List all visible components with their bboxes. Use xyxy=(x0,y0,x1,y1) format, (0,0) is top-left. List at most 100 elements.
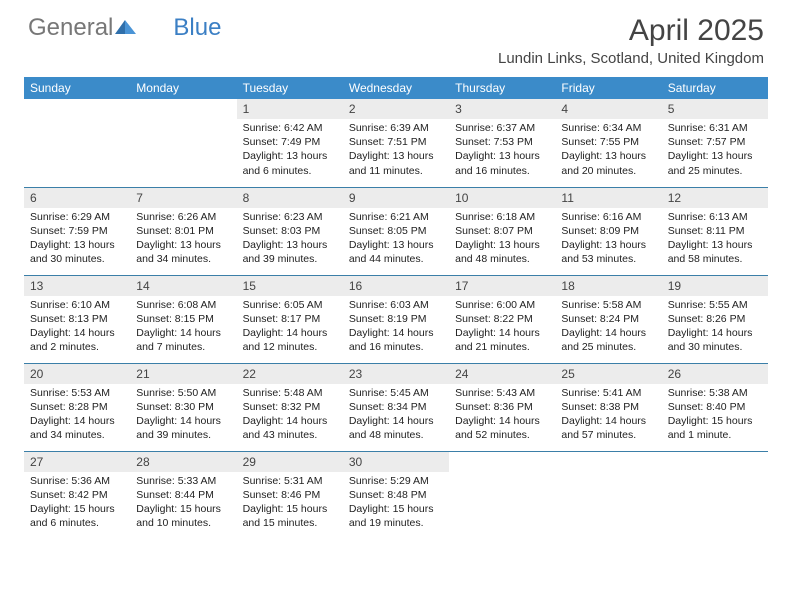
calendar-week-row: 13Sunrise: 6:10 AMSunset: 8:13 PMDayligh… xyxy=(24,275,768,363)
day-number: 6 xyxy=(24,188,130,208)
calendar-day-cell: 14Sunrise: 6:08 AMSunset: 8:15 PMDayligh… xyxy=(130,275,236,363)
calendar-day-cell: 6Sunrise: 6:29 AMSunset: 7:59 PMDaylight… xyxy=(24,187,130,275)
calendar-week-row: 6Sunrise: 6:29 AMSunset: 7:59 PMDaylight… xyxy=(24,187,768,275)
day-number: 8 xyxy=(237,188,343,208)
day-header: Friday xyxy=(555,77,661,99)
day-details: Sunrise: 5:43 AMSunset: 8:36 PMDaylight:… xyxy=(449,384,555,447)
day-number: 30 xyxy=(343,452,449,472)
calendar-day-cell: 12Sunrise: 6:13 AMSunset: 8:11 PMDayligh… xyxy=(662,187,768,275)
day-number: 12 xyxy=(662,188,768,208)
calendar-day-cell: 4Sunrise: 6:34 AMSunset: 7:55 PMDaylight… xyxy=(555,99,661,187)
day-details: Sunrise: 5:50 AMSunset: 8:30 PMDaylight:… xyxy=(130,384,236,447)
day-details: Sunrise: 6:31 AMSunset: 7:57 PMDaylight:… xyxy=(662,119,768,182)
day-details: Sunrise: 6:08 AMSunset: 8:15 PMDaylight:… xyxy=(130,296,236,359)
day-details: Sunrise: 6:26 AMSunset: 8:01 PMDaylight:… xyxy=(130,208,236,271)
calendar-day-cell: 23Sunrise: 5:45 AMSunset: 8:34 PMDayligh… xyxy=(343,363,449,451)
day-number: 19 xyxy=(662,276,768,296)
day-details: Sunrise: 5:38 AMSunset: 8:40 PMDaylight:… xyxy=(662,384,768,447)
day-number: 2 xyxy=(343,99,449,119)
day-number: 27 xyxy=(24,452,130,472)
day-details: Sunrise: 6:37 AMSunset: 7:53 PMDaylight:… xyxy=(449,119,555,182)
day-details: Sunrise: 6:16 AMSunset: 8:09 PMDaylight:… xyxy=(555,208,661,271)
day-details: Sunrise: 5:48 AMSunset: 8:32 PMDaylight:… xyxy=(237,384,343,447)
calendar-day-cell: 18Sunrise: 5:58 AMSunset: 8:24 PMDayligh… xyxy=(555,275,661,363)
day-details: Sunrise: 5:55 AMSunset: 8:26 PMDaylight:… xyxy=(662,296,768,359)
day-details: Sunrise: 6:05 AMSunset: 8:17 PMDaylight:… xyxy=(237,296,343,359)
calendar-day-cell: 22Sunrise: 5:48 AMSunset: 8:32 PMDayligh… xyxy=(237,363,343,451)
day-details: Sunrise: 6:00 AMSunset: 8:22 PMDaylight:… xyxy=(449,296,555,359)
calendar-day-cell: 28Sunrise: 5:33 AMSunset: 8:44 PMDayligh… xyxy=(130,451,236,539)
day-number: 18 xyxy=(555,276,661,296)
day-number: 23 xyxy=(343,364,449,384)
day-number: 25 xyxy=(555,364,661,384)
day-number: 24 xyxy=(449,364,555,384)
day-details: Sunrise: 5:58 AMSunset: 8:24 PMDaylight:… xyxy=(555,296,661,359)
calendar-day-cell: 8Sunrise: 6:23 AMSunset: 8:03 PMDaylight… xyxy=(237,187,343,275)
calendar-day-cell: 19Sunrise: 5:55 AMSunset: 8:26 PMDayligh… xyxy=(662,275,768,363)
day-number: 14 xyxy=(130,276,236,296)
calendar-day-cell: . xyxy=(555,451,661,539)
day-details: Sunrise: 5:33 AMSunset: 8:44 PMDaylight:… xyxy=(130,472,236,535)
day-number: 10 xyxy=(449,188,555,208)
calendar-day-cell: 9Sunrise: 6:21 AMSunset: 8:05 PMDaylight… xyxy=(343,187,449,275)
day-header: Wednesday xyxy=(343,77,449,99)
day-details: Sunrise: 6:29 AMSunset: 7:59 PMDaylight:… xyxy=(24,208,130,271)
day-header: Tuesday xyxy=(237,77,343,99)
calendar-day-cell: 27Sunrise: 5:36 AMSunset: 8:42 PMDayligh… xyxy=(24,451,130,539)
day-details: Sunrise: 6:03 AMSunset: 8:19 PMDaylight:… xyxy=(343,296,449,359)
calendar-day-cell: 2Sunrise: 6:39 AMSunset: 7:51 PMDaylight… xyxy=(343,99,449,187)
day-number: 3 xyxy=(449,99,555,119)
day-details: Sunrise: 5:53 AMSunset: 8:28 PMDaylight:… xyxy=(24,384,130,447)
day-details: Sunrise: 5:36 AMSunset: 8:42 PMDaylight:… xyxy=(24,472,130,535)
calendar-day-cell: 25Sunrise: 5:41 AMSunset: 8:38 PMDayligh… xyxy=(555,363,661,451)
logo-text-gray: General xyxy=(28,14,113,42)
calendar-table: SundayMondayTuesdayWednesdayThursdayFrid… xyxy=(24,77,768,539)
calendar-day-cell: 21Sunrise: 5:50 AMSunset: 8:30 PMDayligh… xyxy=(130,363,236,451)
day-header: Thursday xyxy=(449,77,555,99)
calendar-day-cell: 20Sunrise: 5:53 AMSunset: 8:28 PMDayligh… xyxy=(24,363,130,451)
calendar-day-cell: . xyxy=(130,99,236,187)
day-details: Sunrise: 5:41 AMSunset: 8:38 PMDaylight:… xyxy=(555,384,661,447)
day-number: 5 xyxy=(662,99,768,119)
calendar-day-cell: . xyxy=(24,99,130,187)
calendar-day-cell: . xyxy=(662,451,768,539)
calendar-day-cell: 1Sunrise: 6:42 AMSunset: 7:49 PMDaylight… xyxy=(237,99,343,187)
day-header: Sunday xyxy=(24,77,130,99)
day-details: Sunrise: 5:31 AMSunset: 8:46 PMDaylight:… xyxy=(237,472,343,535)
calendar-day-cell: 15Sunrise: 6:05 AMSunset: 8:17 PMDayligh… xyxy=(237,275,343,363)
calendar-week-row: 20Sunrise: 5:53 AMSunset: 8:28 PMDayligh… xyxy=(24,363,768,451)
page-title: April 2025 xyxy=(498,14,764,48)
day-details: Sunrise: 6:39 AMSunset: 7:51 PMDaylight:… xyxy=(343,119,449,182)
day-details: Sunrise: 6:18 AMSunset: 8:07 PMDaylight:… xyxy=(449,208,555,271)
day-details: Sunrise: 6:34 AMSunset: 7:55 PMDaylight:… xyxy=(555,119,661,182)
calendar-day-cell: 16Sunrise: 6:03 AMSunset: 8:19 PMDayligh… xyxy=(343,275,449,363)
calendar-day-cell: 17Sunrise: 6:00 AMSunset: 8:22 PMDayligh… xyxy=(449,275,555,363)
logo: General Blue xyxy=(28,14,221,42)
day-number: 16 xyxy=(343,276,449,296)
calendar-week-row: . . 1Sunrise: 6:42 AMSunset: 7:49 PMDayl… xyxy=(24,99,768,187)
calendar-day-cell: 11Sunrise: 6:16 AMSunset: 8:09 PMDayligh… xyxy=(555,187,661,275)
day-number: 15 xyxy=(237,276,343,296)
location-text: Lundin Links, Scotland, United Kingdom xyxy=(498,50,764,67)
day-number: 17 xyxy=(449,276,555,296)
day-number: 13 xyxy=(24,276,130,296)
title-block: April 2025 Lundin Links, Scotland, Unite… xyxy=(498,14,764,67)
calendar-day-cell: 24Sunrise: 5:43 AMSunset: 8:36 PMDayligh… xyxy=(449,363,555,451)
calendar-day-cell: 10Sunrise: 6:18 AMSunset: 8:07 PMDayligh… xyxy=(449,187,555,275)
day-details: Sunrise: 5:45 AMSunset: 8:34 PMDaylight:… xyxy=(343,384,449,447)
day-number: 7 xyxy=(130,188,236,208)
day-number: 29 xyxy=(237,452,343,472)
day-header: Monday xyxy=(130,77,236,99)
day-number: 4 xyxy=(555,99,661,119)
day-number: 1 xyxy=(237,99,343,119)
day-details: Sunrise: 6:10 AMSunset: 8:13 PMDaylight:… xyxy=(24,296,130,359)
day-number: 20 xyxy=(24,364,130,384)
calendar-header-row: SundayMondayTuesdayWednesdayThursdayFrid… xyxy=(24,77,768,99)
day-details: Sunrise: 5:29 AMSunset: 8:48 PMDaylight:… xyxy=(343,472,449,535)
day-details: Sunrise: 6:21 AMSunset: 8:05 PMDaylight:… xyxy=(343,208,449,271)
day-number: 11 xyxy=(555,188,661,208)
calendar-day-cell: 30Sunrise: 5:29 AMSunset: 8:48 PMDayligh… xyxy=(343,451,449,539)
calendar-day-cell: . xyxy=(449,451,555,539)
day-header: Saturday xyxy=(662,77,768,99)
day-number: 9 xyxy=(343,188,449,208)
